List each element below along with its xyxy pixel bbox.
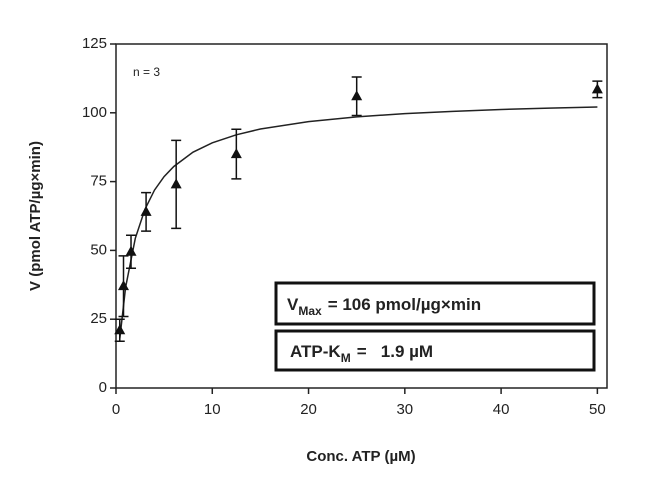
x-axis-label: Conc. ATP (µM) [306,448,415,465]
y-tick-label: 0 [99,379,107,396]
y-tick-label: 50 [90,241,107,258]
data-point [351,90,363,101]
km-rest: = 1.9 µM [357,342,433,361]
y-tick-label: 100 [82,104,107,121]
x-tick-label: 30 [396,401,413,418]
n-label: n = 3 [133,65,160,79]
x-tick-label: 50 [589,401,606,418]
data-point [118,280,130,291]
y-tick-label: 125 [82,35,107,52]
vmax-box [274,281,596,326]
km-box [274,329,596,372]
y-tick-label: 25 [90,310,107,327]
data-point [114,324,126,335]
x-tick-label: 40 [493,401,510,418]
x-tick-label: 20 [300,401,317,418]
x-tick-label: 0 [112,401,120,418]
y-tick-label: 75 [90,173,107,190]
data-point [230,148,242,159]
data-point [591,83,603,94]
vmax-rest: = 106 pmol/µg×min [328,295,481,314]
km-sub: M [341,351,351,365]
vmax-main: V [287,295,299,314]
x-tick-label: 10 [204,401,221,418]
data-point [170,178,182,189]
data-point [140,205,152,216]
plot-frame [115,43,608,389]
data-point [125,245,137,256]
km-main: ATP-K [290,342,341,361]
km-text: ATP-KM = 1.9 µM [290,342,433,365]
vmax-text: VMax = 106 pmol/µg×min [287,295,481,318]
vmax-sub: Max [298,304,322,318]
y-axis-label: V (pmol ATP/µg×min) [27,141,44,291]
